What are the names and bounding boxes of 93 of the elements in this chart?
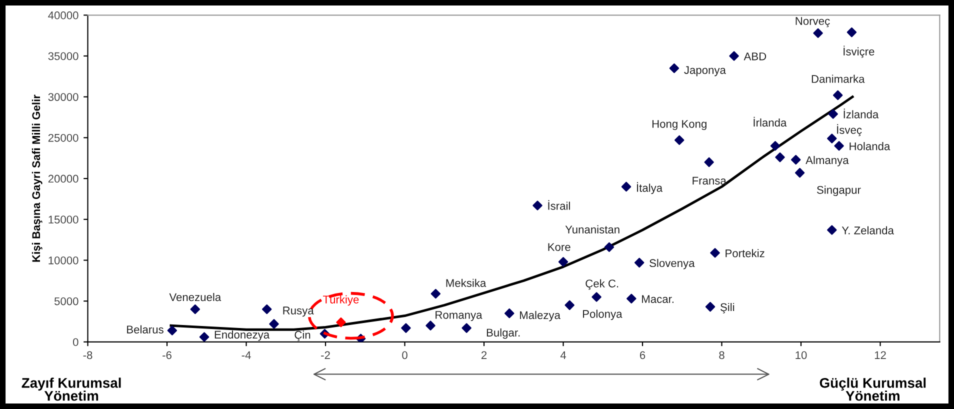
point	[834, 140, 844, 151]
y-tick-label: 10000	[48, 256, 78, 264]
y-tick-label: 0	[72, 338, 78, 346]
annotation: Fransa	[692, 176, 726, 185]
point	[558, 257, 568, 267]
x-tick-label: 0	[402, 351, 408, 360]
x-tick-label: 6	[640, 351, 646, 360]
point	[729, 51, 739, 61]
annotation: İtalya	[637, 182, 663, 194]
annotation: Slovenya	[650, 258, 695, 270]
y-tick-label: 20000	[48, 174, 78, 183]
point	[710, 248, 720, 258]
y-tick-label: 25000	[48, 134, 78, 142]
annotation: Danimarka	[812, 74, 865, 83]
x-tick-label: 12	[874, 351, 886, 360]
x-tick-label: 8	[719, 351, 724, 360]
annotation: Çin	[294, 330, 310, 342]
point	[827, 225, 837, 235]
y-tick-label: 35000	[48, 52, 78, 60]
point	[813, 28, 823, 38]
x-tick-label: -6	[162, 351, 172, 360]
point	[262, 304, 272, 314]
point	[592, 292, 602, 302]
annotation: Romanya	[436, 311, 482, 322]
point	[532, 200, 542, 210]
point	[828, 109, 838, 119]
annotation: Belarus	[127, 325, 164, 334]
point	[775, 152, 785, 162]
point	[674, 135, 684, 145]
annotation: Norveç	[796, 17, 830, 28]
annotation: Yunanistan	[565, 225, 620, 234]
y-tick-label: 5000	[54, 297, 78, 306]
annotation: Polonya	[583, 310, 622, 320]
y-tick-label: 30000	[48, 93, 78, 101]
text: Zayıf Kurumsal Yönetim	[22, 378, 121, 401]
annotation: Endonezya	[214, 330, 270, 341]
x-tick-label: 4	[560, 351, 566, 360]
point	[430, 288, 441, 299]
annotation: Venezuela	[169, 292, 222, 302]
point	[794, 168, 805, 178]
annotation: İrlanda	[754, 116, 787, 127]
annotation: Y. Zelanda	[842, 226, 894, 234]
annotation: İzlanda	[844, 108, 879, 118]
annotation: Kore	[548, 243, 570, 251]
annotation: Meksika	[446, 278, 486, 287]
annotation: ABD	[744, 52, 766, 60]
annotation: Hong Kong	[652, 120, 706, 130]
point	[167, 326, 178, 336]
point	[269, 319, 279, 329]
x-tick-label: -8	[83, 351, 92, 360]
annotation: Şili	[720, 302, 734, 314]
annotation: Japonya	[684, 66, 726, 76]
point	[621, 182, 632, 192]
point	[827, 134, 837, 144]
annotation: Almanya	[806, 156, 849, 166]
point	[626, 294, 636, 304]
annotation: İsrail	[548, 200, 570, 210]
point	[604, 242, 614, 252]
text: Güçlü Kurumsal Yönetim	[820, 378, 926, 401]
point	[669, 63, 680, 74]
point	[634, 258, 644, 268]
point	[846, 27, 857, 38]
x-tick-label: -2	[321, 351, 330, 360]
point	[426, 320, 436, 330]
annotation: Çek C.	[586, 279, 618, 290]
annotation: Portekiz	[726, 249, 764, 258]
annotation: Holanda	[850, 142, 890, 150]
annotation: Malezya	[520, 310, 560, 322]
point	[790, 154, 801, 165]
x-tick-label: -4	[242, 351, 251, 360]
point	[705, 302, 716, 312]
y-axis-title: Kişi Başına Gayri Safi Milli Gelir	[32, 94, 42, 262]
point	[504, 308, 514, 318]
point	[832, 90, 843, 100]
annotation: Singapur	[816, 186, 861, 196]
point	[401, 323, 411, 333]
series-label: Türkiye	[323, 295, 359, 306]
annotation: İsviçre	[844, 46, 874, 58]
x-tick-label: 10	[796, 351, 807, 360]
point	[199, 332, 210, 342]
annotation: Macar.	[642, 295, 674, 303]
point	[190, 304, 200, 314]
y-tick-label: 15000	[48, 216, 78, 224]
point	[462, 323, 472, 333]
x-tick-label: 2	[481, 351, 487, 360]
point	[336, 317, 346, 328]
point	[770, 140, 780, 151]
annotation: Rusya	[283, 306, 314, 317]
y-tick-label: 40000	[48, 11, 78, 20]
point	[704, 157, 714, 168]
annotation: Bulgar.	[486, 328, 520, 339]
annotation: İsveç	[837, 124, 862, 136]
point	[564, 300, 574, 310]
